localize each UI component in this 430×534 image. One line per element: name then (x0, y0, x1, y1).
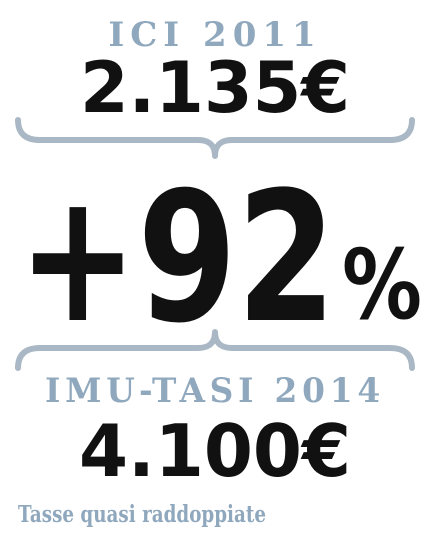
bottom-label: IMU-TASI 2014 (45, 371, 385, 411)
top-amount: 2.135€ (80, 47, 350, 129)
caption: Tasse quasi raddoppiate (18, 501, 266, 528)
change-number: +92 (18, 154, 336, 363)
top-brace (15, 117, 415, 159)
top-label: ICI 2011 (108, 15, 321, 55)
bottom-amount: 4.100€ (79, 409, 351, 493)
bottom-brace (15, 329, 415, 371)
change-unit: % (342, 229, 422, 341)
